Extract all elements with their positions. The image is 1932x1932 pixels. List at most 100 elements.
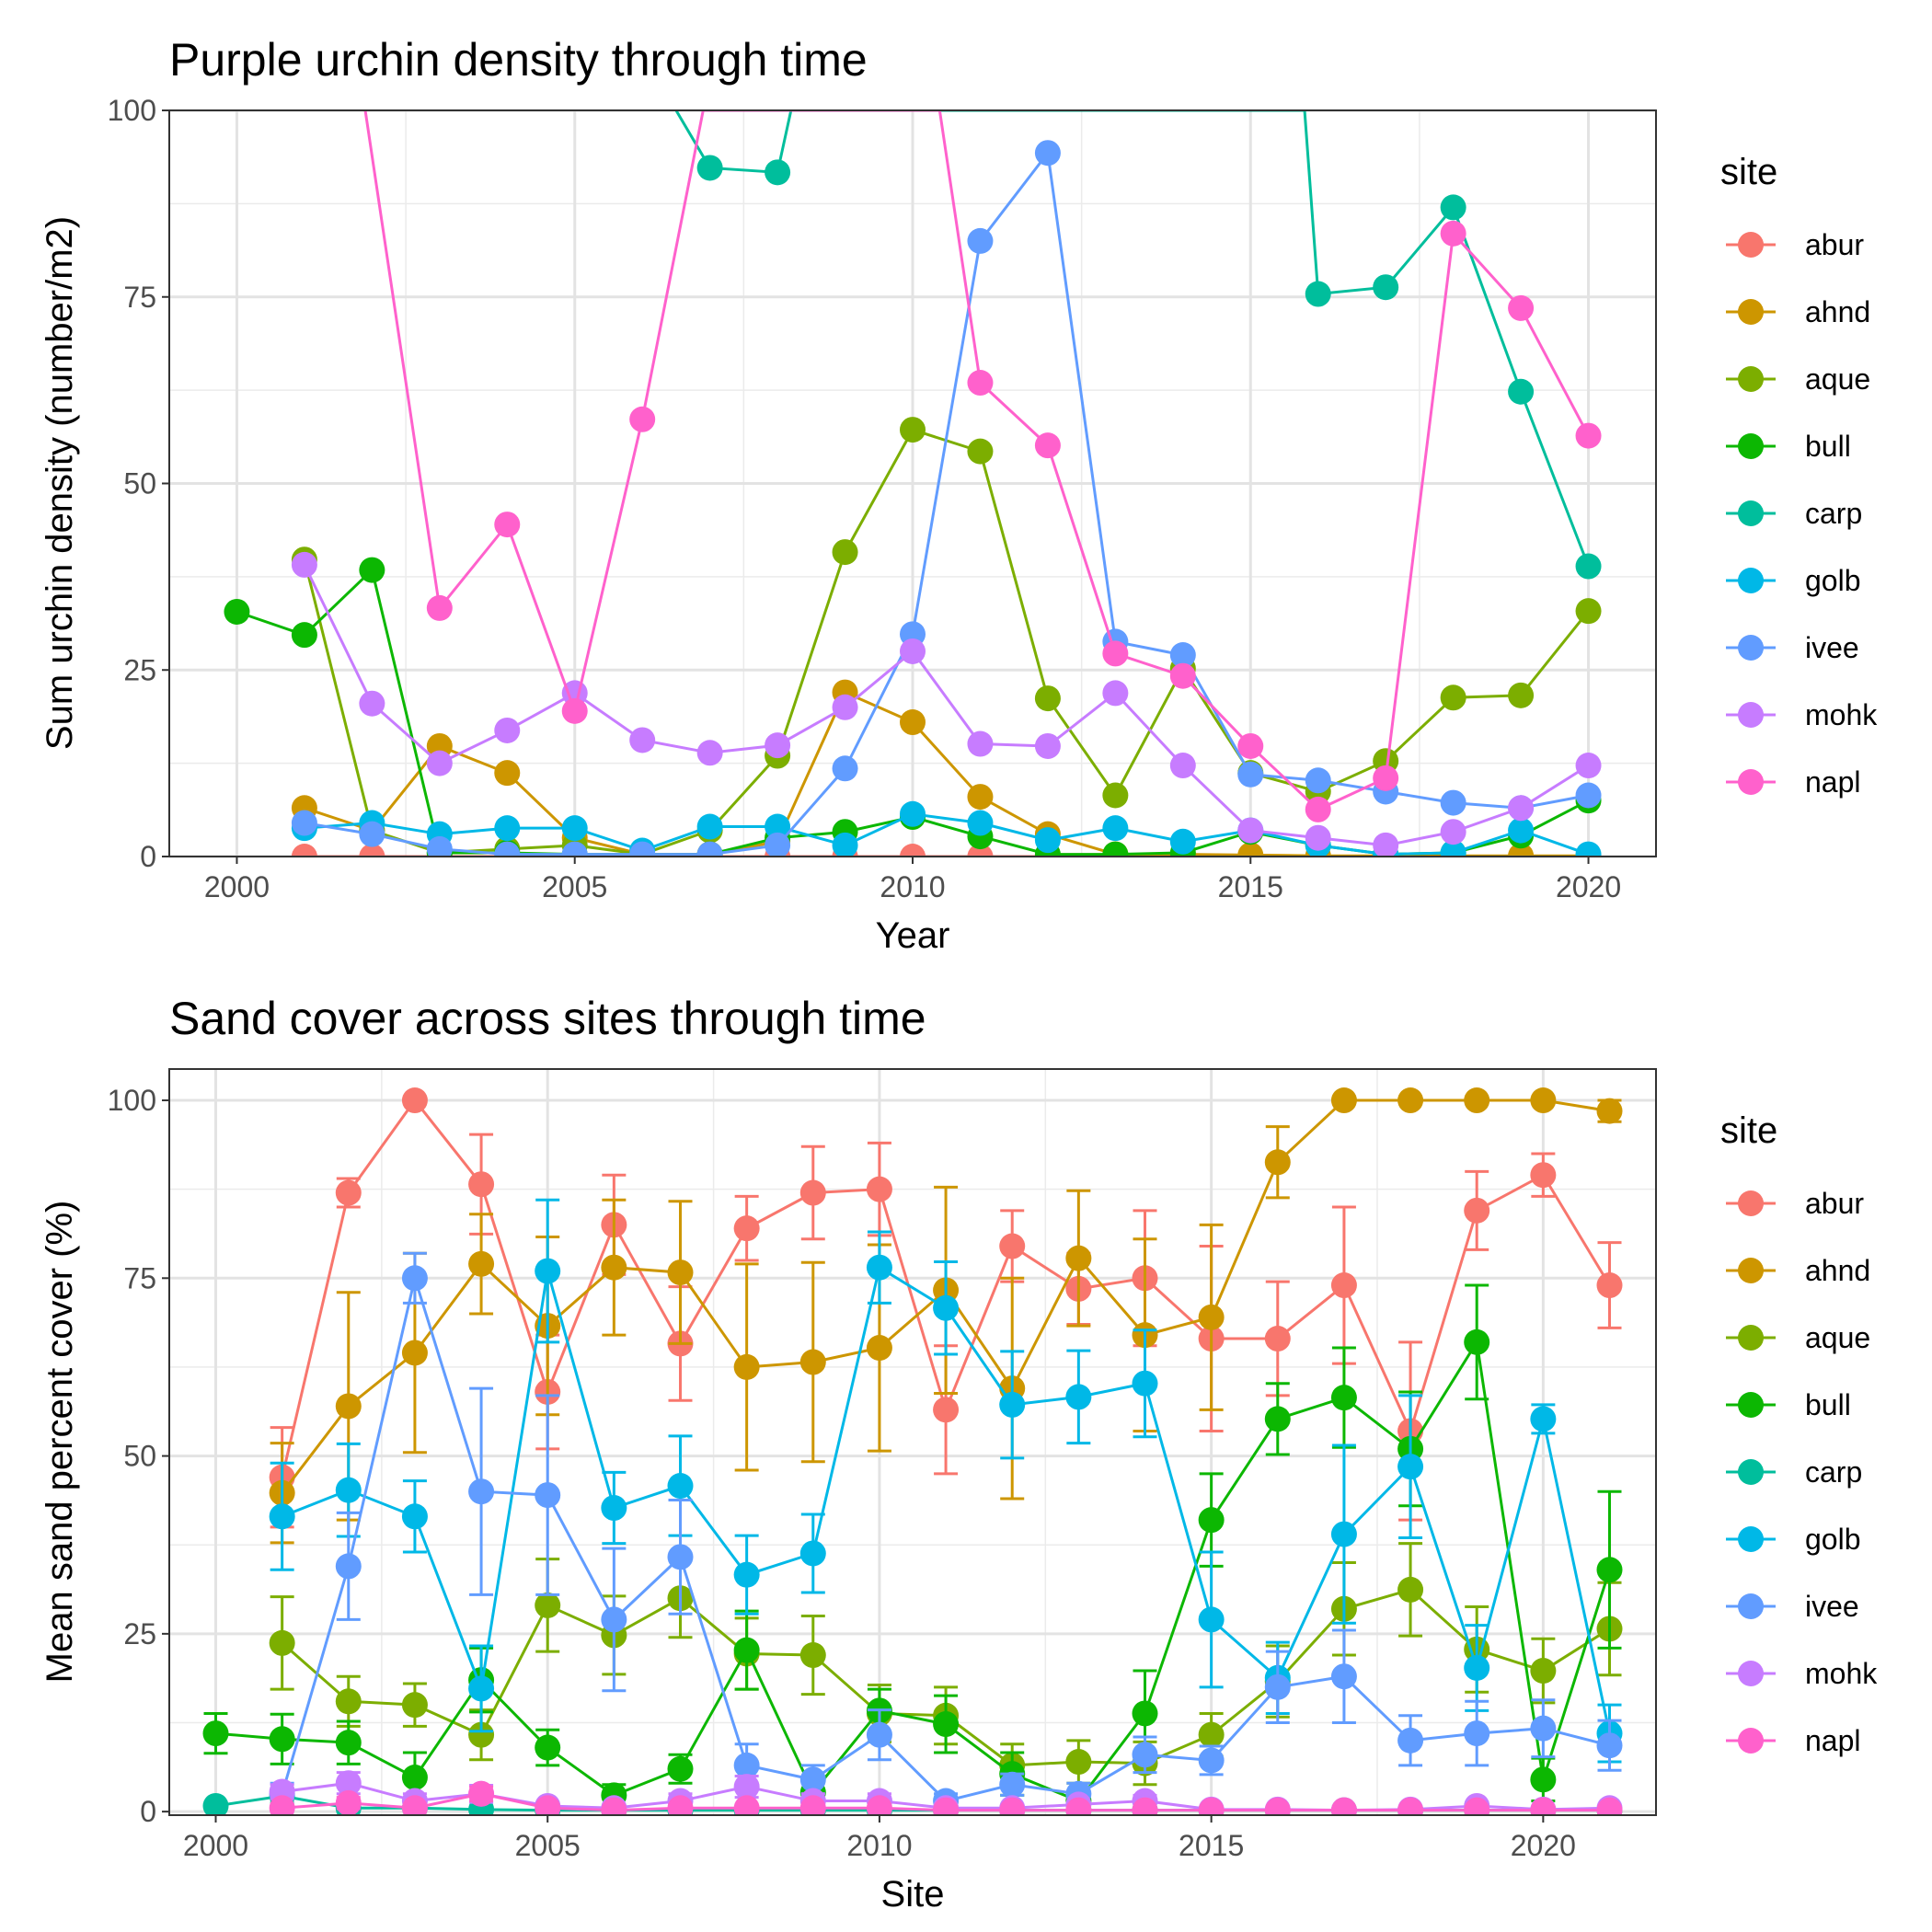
data-point-napl	[468, 1780, 495, 1807]
data-point-abur	[359, 844, 385, 857]
data-point-abur	[900, 844, 926, 857]
data-point-mohk	[832, 694, 858, 720]
data-point-ivee	[696, 841, 723, 857]
chart-2-title: Sand cover across sites through time	[169, 993, 926, 1044]
data-point-carp	[1508, 378, 1535, 405]
legend-item-napl: napl	[1726, 1724, 1861, 1757]
data-point-ahnd	[468, 1250, 495, 1277]
data-point-ahnd	[1198, 1304, 1225, 1330]
data-point-napl	[667, 1795, 694, 1815]
data-point-bull	[1102, 841, 1129, 857]
data-point-napl	[401, 1795, 428, 1815]
data-point-golb	[561, 815, 588, 842]
data-point-ivee	[359, 821, 385, 847]
x-tick-label: 2010	[880, 870, 945, 903]
data-point-golb	[1198, 1606, 1225, 1633]
data-point-abur	[1464, 1197, 1490, 1224]
data-point-golb	[494, 815, 521, 842]
data-point-napl	[1132, 1797, 1158, 1815]
data-point-golb	[866, 1254, 892, 1281]
data-point-ivee	[1440, 789, 1466, 816]
legend-item-bull: bull	[1726, 430, 1851, 463]
legend-key-napl	[1738, 769, 1764, 795]
chart-1-x-ticks: 2000 2005 2010 2015 2020	[204, 857, 1621, 903]
legend-item-ivee: ivee	[1726, 631, 1859, 664]
data-point-bull	[401, 1765, 428, 1791]
y-tick-label: 25	[123, 1617, 156, 1650]
data-point-aque	[967, 438, 994, 465]
data-point-golb	[799, 1540, 826, 1567]
legend-item-napl: napl	[1726, 765, 1861, 799]
data-point-ivee	[1596, 1732, 1623, 1759]
legend-key-aque	[1738, 366, 1764, 392]
y-tick-label: 100	[108, 1084, 156, 1117]
data-point-ivee	[832, 755, 858, 782]
chart-2-y-ticks: 0 25 50 75 100	[108, 1084, 169, 1828]
data-point-napl	[535, 1795, 561, 1815]
legend-item-ivee: ivee	[1726, 1590, 1859, 1623]
data-point-golb	[1530, 1406, 1557, 1432]
data-point-ivee	[799, 1766, 826, 1793]
data-point-aque	[1065, 1749, 1092, 1776]
data-point-bull	[1264, 1406, 1291, 1432]
y-tick-label: 0	[140, 1795, 156, 1828]
legend-key-napl	[1738, 1728, 1764, 1754]
data-point-ivee	[1034, 140, 1061, 167]
legend-item-abur: abur	[1726, 228, 1864, 261]
data-point-ahnd	[667, 1259, 694, 1286]
legend-label: aque	[1805, 1321, 1870, 1354]
data-point-aque	[832, 539, 858, 566]
data-point-napl	[1198, 1797, 1225, 1815]
legend-key-carp	[1738, 500, 1764, 526]
data-point-napl	[967, 370, 994, 397]
data-point-abur	[468, 1171, 495, 1198]
data-point-ivee	[1530, 1715, 1557, 1742]
y-tick-label: 25	[123, 653, 156, 686]
legend-item-ahnd: ahnd	[1726, 295, 1870, 328]
data-point-ivee	[601, 1606, 627, 1633]
legend-key-mohk	[1738, 702, 1764, 728]
data-point-ivee	[629, 841, 656, 857]
chart-2-series	[202, 1087, 1623, 1815]
data-point-ivee	[1575, 782, 1602, 809]
data-point-golb	[832, 832, 858, 857]
chart-1-legend: site abur ahnd aque bull carp golb ivee mohk nap…	[1720, 152, 1878, 799]
chart-1-grid	[169, 109, 1656, 858]
x-tick-label: 2000	[204, 870, 270, 903]
data-point-abur	[291, 844, 317, 857]
chart-2-x-ticks: 2000 2005 2010 2015 2020	[183, 1815, 1576, 1862]
legend-key-bull	[1738, 1392, 1764, 1418]
data-point-napl	[799, 1795, 826, 1815]
series-golb	[269, 1198, 1623, 1764]
data-point-mohk	[1440, 819, 1466, 845]
data-point-golb	[335, 1477, 362, 1503]
legend-key-golb	[1738, 1526, 1764, 1552]
chart-1-x-axis-label: Year	[876, 915, 950, 956]
legend-key-aque	[1738, 1325, 1764, 1351]
x-tick-label: 2010	[846, 1829, 912, 1862]
data-point-napl	[561, 697, 588, 724]
data-point-ivee	[494, 841, 521, 857]
data-point-bull	[733, 1637, 760, 1663]
legend-label: ivee	[1805, 1590, 1859, 1623]
data-point-napl	[1102, 640, 1129, 667]
data-point-ahnd	[799, 1349, 826, 1375]
data-point-golb	[1440, 839, 1466, 857]
data-point-ivee	[401, 1265, 428, 1292]
data-point-aque	[1397, 1576, 1424, 1603]
data-point-golb	[1464, 1654, 1490, 1681]
legend-label: aque	[1805, 362, 1870, 396]
data-point-bull	[1132, 1700, 1158, 1727]
data-point-aque	[1508, 682, 1535, 708]
legend-item-abur: abur	[1726, 1187, 1864, 1220]
data-point-ivee	[667, 1544, 694, 1570]
data-point-napl	[1508, 294, 1535, 321]
data-point-napl	[933, 1797, 960, 1815]
chart-panel-1: Purple urchin density through time 2000 2…	[40, 34, 1878, 956]
data-point-ahnd	[1530, 1087, 1557, 1114]
x-tick-label: 2005	[542, 870, 607, 903]
data-point-ivee	[1198, 1747, 1225, 1774]
legend-label: bull	[1805, 1388, 1851, 1421]
data-point-napl	[1305, 796, 1331, 822]
